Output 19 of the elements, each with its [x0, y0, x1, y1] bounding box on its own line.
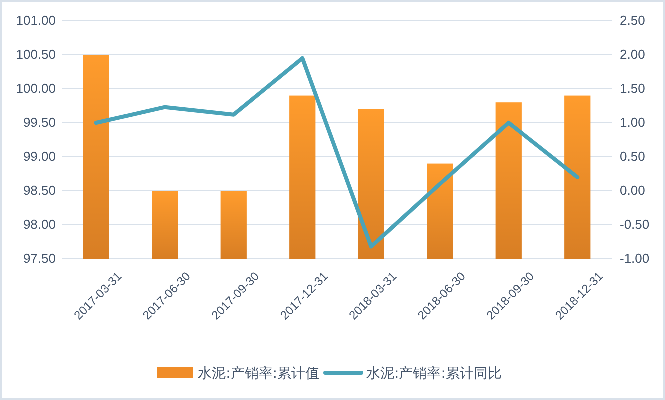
y-tick-label: 98.50	[23, 183, 56, 198]
y-tick-label: 98.00	[23, 217, 56, 232]
y2-tick-label: 2.00	[620, 47, 646, 62]
y2-tick-label: -1.00	[620, 251, 650, 266]
y-tick-label: 100.50	[16, 47, 56, 62]
y2-tick-label: -0.50	[620, 217, 650, 232]
y2-tick-label: 0.00	[620, 183, 646, 198]
y2-tick-label: 1.00	[620, 115, 646, 130]
y2-tick-label: 2.50	[620, 13, 646, 28]
y-tick-label: 100.00	[16, 81, 56, 96]
line-series	[94, 56, 580, 249]
legend-label: 水泥:产销率:累计值	[198, 366, 320, 382]
y-tick-label: 99.00	[23, 149, 56, 164]
y2-tick-label: 1.50	[620, 81, 646, 96]
legend-label: 水泥:产销率:累计同比	[366, 366, 502, 382]
y-tick-label: 101.00	[16, 13, 56, 28]
y-tick-label: 99.50	[23, 115, 56, 130]
y-tick-label: 97.50	[23, 251, 56, 266]
y2-tick-label: 0.50	[620, 149, 646, 164]
